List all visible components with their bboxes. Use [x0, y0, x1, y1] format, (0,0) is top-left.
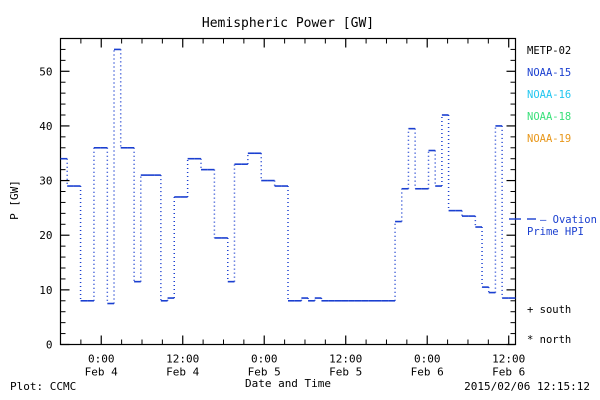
- legend-group: METP-02 NOAA-15 NOAA-16 NOAA-18 NOAA-19: [527, 45, 571, 145]
- legend-item-noaa-19: NOAA-19: [527, 133, 571, 145]
- x-axis-label: Date and Time: [245, 377, 331, 390]
- legend-north-marker: * north: [527, 334, 571, 346]
- legend-item-metp-02: METP-02: [527, 45, 571, 57]
- x-tick-time-label: 12:00: [166, 353, 199, 366]
- x-tick-date-label: Feb 6: [411, 366, 444, 379]
- y-axis-ticks: 0 10 20 30 40 50: [39, 38, 516, 352]
- y-axis-label: P [GW]: [8, 180, 21, 220]
- x-tick-time-label: 12:00: [492, 353, 525, 366]
- y-tick-label: 20: [39, 229, 52, 242]
- page-title: Hemispheric Power [GW]: [202, 16, 374, 31]
- y-tick-label: 0: [46, 339, 53, 352]
- x-tick-date-label: Feb 5: [329, 366, 362, 379]
- x-tick-date-label: Feb 5: [248, 366, 281, 379]
- x-tick-time-label: 0:00: [251, 353, 278, 366]
- legend-south-marker: + south: [527, 304, 571, 316]
- plot-credit: Plot: CCMC: [10, 380, 76, 393]
- y-tick-label: 10: [39, 284, 52, 297]
- data-series-group: [60, 48, 516, 305]
- generation-timestamp: 2015/02/06 12:15:12: [464, 380, 590, 393]
- legend-item-noaa-16: NOAA-16: [527, 89, 571, 101]
- x-tick-date-label: Feb 6: [492, 366, 525, 379]
- x-tick-time-label: 0:00: [88, 353, 115, 366]
- x-tick-date-label: Feb 4: [85, 366, 118, 379]
- legend-ovation-line2: Prime HPI: [527, 226, 584, 238]
- legend-item-noaa-15: NOAA-15: [527, 67, 571, 79]
- x-tick-time-label: 0:00: [414, 353, 441, 366]
- x-tick-date-label: Feb 4: [166, 366, 199, 379]
- y-tick-label: 40: [39, 120, 52, 133]
- y-tick-label: 50: [39, 65, 52, 78]
- legend-ovation-line1: — Ovation: [540, 214, 597, 226]
- legend-item-noaa-18: NOAA-18: [527, 111, 571, 123]
- x-tick-time-label: 12:00: [329, 353, 362, 366]
- y-tick-label: 30: [39, 175, 52, 188]
